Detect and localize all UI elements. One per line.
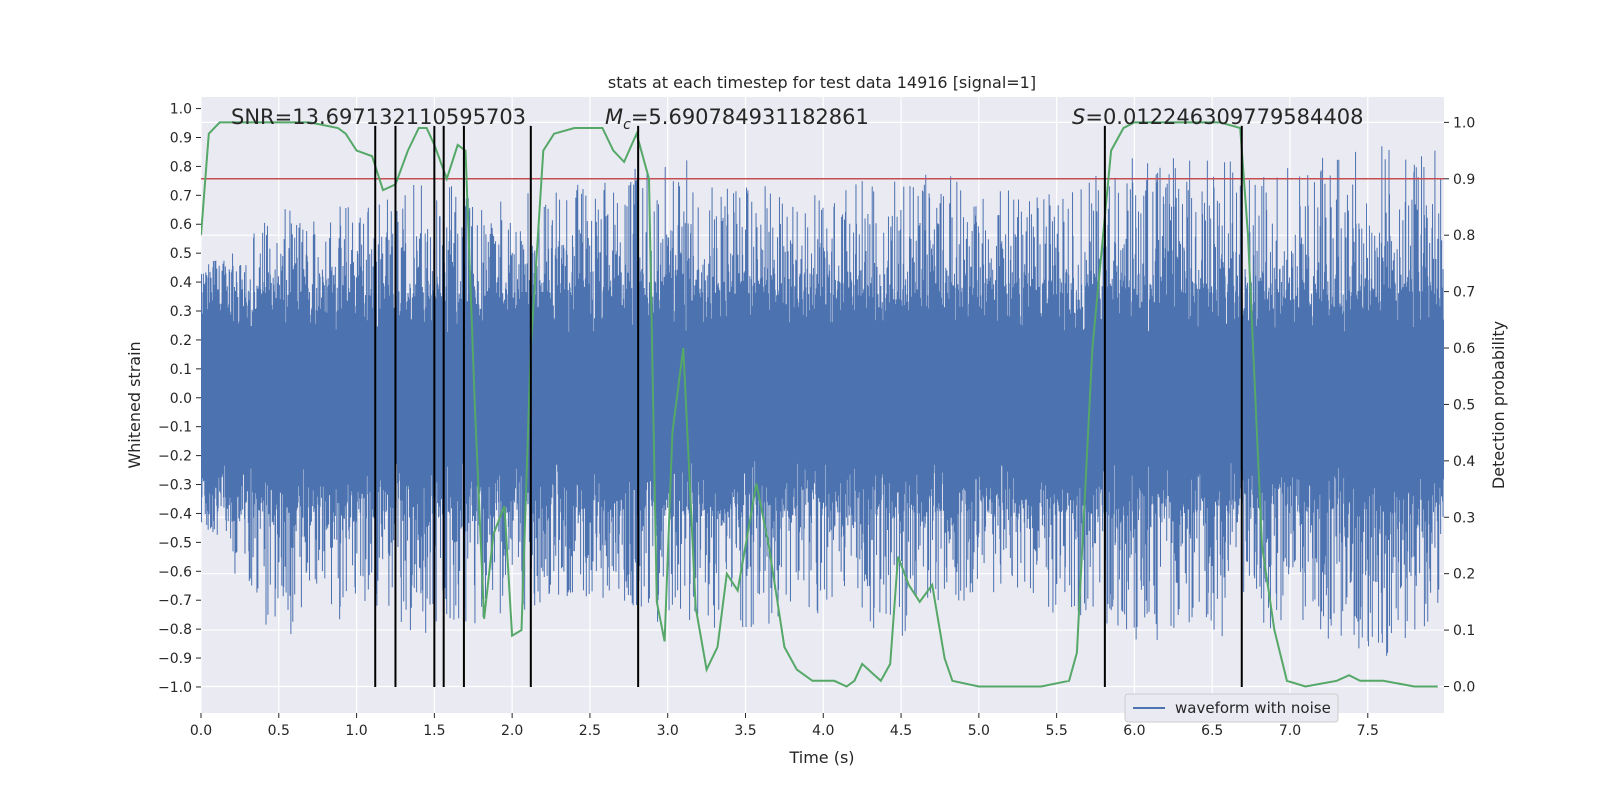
y-left-tick-label: −0.5 — [158, 535, 192, 551]
score-value: =0.012246309779584408 — [1085, 105, 1363, 129]
legend-box — [1124, 693, 1339, 723]
y-left-tick-label: 0.6 — [170, 217, 192, 233]
x-tick-label: 5.0 — [968, 723, 990, 739]
y-axis-label-left: Whitened strain — [125, 341, 144, 468]
y-left-tick-label: 0.1 — [170, 362, 192, 378]
x-tick-label: 4.5 — [890, 723, 912, 739]
x-tick-label: 5.5 — [1045, 723, 1067, 739]
y-left-tick-label: −0.1 — [158, 420, 192, 436]
x-tick-label: 1.5 — [423, 723, 445, 739]
y-right-tick-label: 0.9 — [1453, 172, 1475, 188]
y-right-tick-label: 0.1 — [1453, 623, 1475, 639]
y-left-tick-label: −0.3 — [158, 478, 192, 494]
chart-title: stats at each timestep for test data 149… — [608, 73, 1036, 92]
y-left-tick-label: 1.0 — [170, 102, 192, 118]
x-axis-label: Time (s) — [788, 748, 854, 767]
series-detection-probability — [201, 121, 1438, 688]
chirp-mass-symbol: M — [605, 105, 623, 129]
x-tick-label: 7.0 — [1279, 723, 1301, 739]
x-tick-label: 1.0 — [345, 723, 367, 739]
x-tick-label: 4.0 — [812, 723, 834, 739]
y-left-tick-label: −0.9 — [158, 651, 192, 667]
legend-label-waveform: waveform with noise — [1175, 699, 1331, 717]
series-waveform-core — [201, 339, 1444, 456]
y-right-tick-label: 1.0 — [1453, 115, 1475, 131]
x-tick-label: 3.5 — [734, 723, 756, 739]
y-left-tick-label: 0.5 — [170, 246, 192, 262]
x-tick-label: 0.5 — [268, 723, 290, 739]
y-left-tick-label: 0.2 — [170, 333, 192, 349]
y-axis-label-right: Detection probability — [1489, 321, 1508, 489]
y-left-tick-label: −0.2 — [158, 449, 192, 465]
score-annotation: S=0.012246309779584408 — [1072, 105, 1363, 129]
axis-ticks: 0.0 0.5 1.0 1.5 2.0 2.5 3.0 3.5 4.0 4.5 5.0 5.5 6.0 6… — [158, 102, 1475, 739]
snr-annotation: SNR=13.697132110595703 — [231, 105, 526, 129]
y-right-tick-label: 0.8 — [1453, 228, 1475, 244]
score-symbol: S — [1072, 105, 1085, 129]
y-right-tick-label: 0.7 — [1453, 285, 1475, 301]
y-left-tick-label: 0.0 — [170, 391, 192, 407]
chart-marks — [201, 121, 1444, 688]
y-left-tick-label: 0.8 — [170, 159, 192, 175]
y-right-tick-label: 0.5 — [1453, 397, 1475, 413]
chirp-mass-value: =5.690784931182861 — [631, 105, 869, 129]
y-left-tick-label: −0.7 — [158, 593, 192, 609]
y-left-tick-label: −0.4 — [158, 506, 192, 522]
y-left-tick-label: −1.0 — [158, 680, 192, 696]
y-right-tick-label: 0.2 — [1453, 567, 1475, 583]
y-left-tick-label: 0.3 — [170, 304, 192, 320]
y-right-tick-label: 0.6 — [1453, 341, 1475, 357]
x-tick-label: 3.0 — [657, 723, 679, 739]
x-tick-label: 6.0 — [1123, 723, 1145, 739]
chirp-mass-subscript: c — [623, 117, 631, 133]
chirp-mass-annotation: Mc=5.690784931182861 — [605, 105, 869, 133]
y-left-tick-label: −0.8 — [158, 622, 192, 638]
y-left-tick-label: 0.4 — [170, 275, 192, 291]
y-left-tick-label: −0.6 — [158, 564, 192, 580]
x-tick-label: 7.5 — [1357, 723, 1379, 739]
y-right-tick-label: 0.0 — [1453, 679, 1475, 695]
y-right-tick-label: 0.4 — [1453, 454, 1475, 470]
y-right-tick-label: 0.3 — [1453, 510, 1475, 526]
x-tick-label: 2.5 — [579, 723, 601, 739]
legend: waveform with noise — [1124, 693, 1339, 723]
y-left-tick-label: 0.7 — [170, 188, 192, 204]
x-tick-label: 0.0 — [190, 723, 212, 739]
x-tick-label: 2.0 — [501, 723, 523, 739]
x-tick-label: 6.5 — [1201, 723, 1223, 739]
y-left-tick-label: 0.9 — [170, 130, 192, 146]
